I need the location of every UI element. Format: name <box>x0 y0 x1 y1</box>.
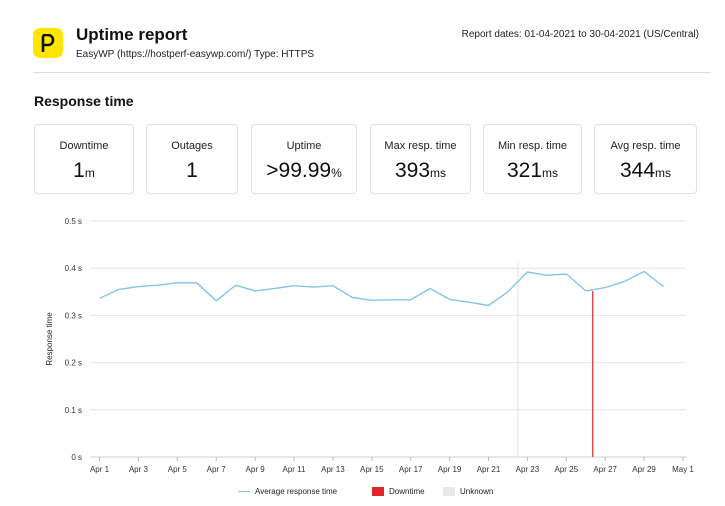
y-tick-label: 0.2 s <box>65 359 82 368</box>
stat-card-min-resp: Min resp. time 321ms <box>483 124 582 194</box>
y-axis-label: Response time <box>45 312 54 366</box>
x-tick-label: Apr 29 <box>632 465 656 474</box>
x-tick-label: Apr 23 <box>516 465 540 474</box>
stat-label: Uptime <box>286 140 322 152</box>
section-title: Response time <box>34 93 134 109</box>
legend-label: Average response time <box>255 487 338 496</box>
y-tick-label: 0.4 s <box>65 264 82 273</box>
x-tick-label: Apr 19 <box>438 465 462 474</box>
series-line-average-response-time <box>99 270 664 307</box>
x-tick-label: Apr 3 <box>129 465 149 474</box>
stat-cards: Downtime 1m Outages 1 Uptime >99.99% Max… <box>0 124 725 196</box>
x-tick-label: Apr 27 <box>593 465 617 474</box>
y-tick-label: 0.3 s <box>65 311 82 320</box>
x-tick-label: Apr 7 <box>207 465 227 474</box>
legend-label: Downtime <box>389 487 425 496</box>
stat-label: Downtime <box>59 140 109 152</box>
stat-value: 1m <box>73 159 95 182</box>
line-swatch-icon <box>238 491 250 492</box>
stat-label: Outages <box>171 140 213 152</box>
p-logo-icon <box>41 34 55 52</box>
response-time-chart: 0 s 0.1 s 0.2 s 0.3 s 0.4 s 0.5 s Response tim… <box>45 217 694 474</box>
legend-label: Unknown <box>460 487 494 496</box>
unknown-swatch-icon <box>443 487 455 496</box>
report-subtitle: EasyWP (https://hostperf-easywp.com/) Ty… <box>76 49 315 60</box>
chart-legend: Average response time Downtime Unknown <box>0 487 725 501</box>
y-tick-label: 0.5 s <box>65 217 82 226</box>
downtime-swatch-icon <box>372 487 384 496</box>
x-tick-label: May 1 <box>672 465 694 474</box>
legend-item-downtime[interactable]: Downtime <box>372 487 425 496</box>
header-divider <box>33 72 711 73</box>
stat-card-downtime: Downtime 1m <box>34 124 134 194</box>
y-tick-label: 0 s <box>71 453 82 462</box>
stat-value: >99.99% <box>266 159 342 182</box>
legend-item-average[interactable]: Average response time <box>238 487 337 496</box>
app-logo <box>33 28 63 58</box>
stat-value: 1 <box>186 159 198 182</box>
x-tick-label: Apr 9 <box>246 465 266 474</box>
x-tick-label: Apr 1 <box>90 465 110 474</box>
stat-label: Max resp. time <box>384 140 457 152</box>
legend-item-unknown[interactable]: Unknown <box>443 487 493 496</box>
stat-value: 321ms <box>506 159 559 182</box>
x-tick-label: Apr 21 <box>477 465 501 474</box>
x-tick-label: Apr 15 <box>360 465 384 474</box>
y-tick-label: 0.1 s <box>65 406 82 415</box>
x-tick-label: Apr 13 <box>321 465 345 474</box>
stat-value: 344ms <box>619 159 672 182</box>
stat-card-avg-resp: Avg resp. time 344ms <box>594 124 697 194</box>
stat-card-outages: Outages 1 <box>146 124 238 194</box>
stat-label: Avg resp. time <box>610 140 681 152</box>
stat-value: 393ms <box>394 159 447 182</box>
x-tick-label: Apr 11 <box>283 465 307 474</box>
x-tick-label: Apr 25 <box>555 465 579 474</box>
stat-card-max-resp: Max resp. time 393ms <box>370 124 471 194</box>
stat-card-uptime: Uptime >99.99% <box>251 124 357 194</box>
x-tick-label: Apr 17 <box>399 465 423 474</box>
report-dates: Report dates: 01-04-2021 to 30-04-2021 (… <box>461 29 699 40</box>
x-tick-label: Apr 5 <box>168 465 188 474</box>
stat-label: Min resp. time <box>497 140 568 152</box>
report-title: Uptime report <box>76 25 188 44</box>
